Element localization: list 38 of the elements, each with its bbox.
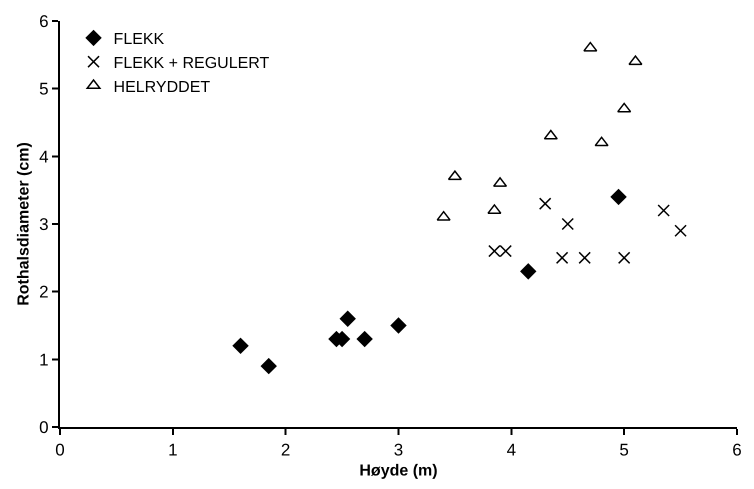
y-tick-label: 3 <box>39 214 49 234</box>
y-axis-title: Rothalsdiameter (cm) <box>16 142 33 306</box>
point <box>340 310 356 327</box>
y-tick-label: 6 <box>39 12 49 31</box>
x-tick-label: 6 <box>732 440 742 460</box>
y-tick-label: 5 <box>39 80 49 99</box>
legend-label: HELRYDDET <box>114 78 210 96</box>
point <box>436 210 451 221</box>
x-tick-label: 3 <box>394 440 404 460</box>
x-tick-label: 4 <box>506 440 516 460</box>
point <box>520 263 536 280</box>
point <box>578 252 591 264</box>
x-tick-label: 2 <box>280 440 290 460</box>
point <box>356 331 373 347</box>
point <box>390 318 406 334</box>
x-tick-label: 1 <box>168 440 178 460</box>
point <box>556 252 568 264</box>
point <box>618 252 630 264</box>
point <box>538 197 552 210</box>
point <box>562 218 574 230</box>
legend-label: FLEKK <box>114 31 165 48</box>
point <box>583 42 598 52</box>
y-tick-label: 4 <box>39 147 49 166</box>
point <box>232 338 248 354</box>
point <box>628 55 643 66</box>
y-tick-label: 0 <box>39 418 49 437</box>
y-tick-label: 1 <box>39 350 49 370</box>
point <box>674 224 687 238</box>
x-tick-label: 0 <box>55 440 65 460</box>
point <box>610 189 626 205</box>
point <box>544 130 558 140</box>
y-tick-label: 2 <box>39 282 49 302</box>
point <box>260 358 277 374</box>
legend-label: FLEKK + REGULERT <box>114 54 270 72</box>
x-axis-title: Høyde (m) <box>359 462 438 480</box>
x-tick-label: 5 <box>619 440 629 460</box>
point <box>657 204 670 217</box>
point <box>448 170 462 180</box>
